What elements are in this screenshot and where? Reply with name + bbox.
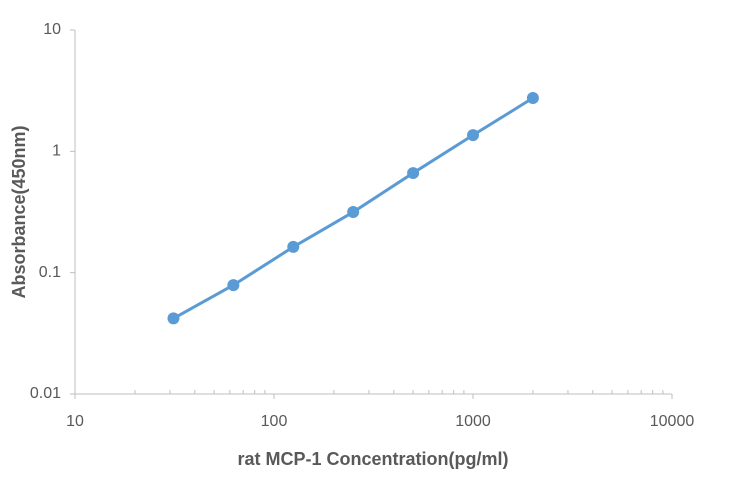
data-point (526, 92, 539, 105)
y-tick-label: 0.01 (30, 385, 61, 402)
x-axis-title: rat MCP-1 Concentration(pg/ml) (237, 449, 508, 469)
data-point (407, 167, 420, 180)
x-tick-label: 1000 (455, 413, 491, 430)
y-tick-label: 1 (52, 143, 61, 160)
data-point (287, 240, 300, 253)
y-tick-label: 10 (43, 21, 61, 38)
y-axis-title: Absorbance(450nm) (9, 125, 29, 298)
data-point (227, 279, 240, 292)
data-point (467, 129, 479, 142)
data-point (347, 206, 360, 219)
x-tick-label: 100 (261, 413, 288, 430)
x-tick-label: 10000 (650, 413, 695, 430)
data-point (167, 312, 180, 325)
y-tick-label: 0.1 (39, 264, 61, 281)
x-tick-label: 10 (66, 413, 84, 430)
